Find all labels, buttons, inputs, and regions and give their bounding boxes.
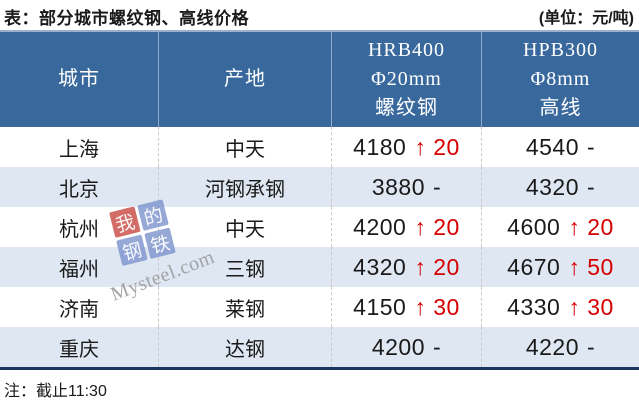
origin-cell: 河钢承钢 [158, 167, 331, 207]
price-change: - [433, 173, 442, 200]
city-cell: 北京 [59, 178, 99, 201]
rebar-price-cell: 4200 - [331, 327, 481, 367]
price-change: - [587, 133, 596, 160]
rebar-price-cell: 4150 ↑ 30 [331, 287, 481, 327]
wire-price-cell: 4670 ↑ 50 [481, 247, 639, 287]
price-change: ↑ 50 [568, 253, 614, 280]
col-header-line: 高线 [539, 97, 582, 119]
wire-price-cell: 4600 ↑ 20 [481, 207, 639, 247]
price-change: ↑ 20 [568, 213, 614, 240]
col-header-label: 城市 [58, 68, 100, 90]
price-change: ↑ 30 [568, 293, 614, 320]
col-header-wire: HPB300 Φ8mm 高线 [481, 32, 639, 127]
wire-price-cell: 4330 ↑ 30 [481, 287, 639, 327]
col-header-line: HPB300 [523, 39, 598, 61]
col-header-city: 城市 [0, 32, 158, 127]
price-value: 4150 [353, 293, 407, 320]
origin-cell: 中天 [158, 207, 331, 247]
col-header-line: Φ20mm [371, 68, 442, 90]
city-cell: 上海 [59, 138, 99, 161]
price-change: ↑ 20 [414, 213, 460, 240]
col-header-label: 产地 [224, 68, 266, 90]
wire-price-cell: 4220 - [481, 327, 639, 367]
price-change: ↑ 30 [414, 293, 460, 320]
city-cell: 重庆 [59, 338, 99, 361]
title-bar: 表：部分城市螺纹钢、高线价格 (单位：元/吨) [0, 0, 639, 30]
footer-note: 注：截止11:30 [4, 383, 107, 400]
table-row: 济南 莱钢 4150 ↑ 30 4330 ↑ 30 [0, 287, 639, 327]
unit-label: (单位：元/吨) [538, 10, 634, 27]
wire-price-cell: 4320 - [481, 167, 639, 207]
rebar-price-cell: 4320 ↑ 20 [331, 247, 481, 287]
wire-price-cell: 4540 - [481, 127, 639, 167]
table-row: 上海 中天 4180 ↑ 20 4540 - [0, 127, 639, 167]
price-value: 4670 [507, 253, 561, 280]
price-value: 4320 [525, 173, 579, 200]
price-change: - [587, 333, 596, 360]
price-change: - [433, 333, 442, 360]
table-row: 杭州 中天 4200 ↑ 20 4600 ↑ 20 [0, 207, 639, 247]
col-header-rebar: HRB400 Φ20mm 螺纹钢 [331, 32, 481, 127]
price-value: 4200 [371, 333, 425, 360]
price-change: - [587, 173, 596, 200]
city-cell: 杭州 [59, 218, 99, 241]
table-title: 表：部分城市螺纹钢、高线价格 [4, 8, 249, 28]
price-change: ↑ 20 [414, 133, 460, 160]
col-header-origin: 产地 [158, 32, 331, 127]
table-row: 福州 三钢 4320 ↑ 20 4670 ↑ 50 [0, 247, 639, 287]
city-cell: 福州 [59, 258, 99, 281]
origin-cell: 三钢 [158, 247, 331, 287]
city-cell: 济南 [59, 298, 99, 321]
price-value: 4200 [353, 213, 407, 240]
table-row: 北京 河钢承钢 3880 - 4320 - [0, 167, 639, 207]
origin-cell: 达钢 [158, 327, 331, 367]
price-value: 3880 [371, 173, 425, 200]
col-header-line: 螺纹钢 [375, 97, 438, 119]
table-body: 上海 中天 4180 ↑ 20 4540 - 北京 河钢承钢 3880 - 43… [0, 127, 639, 367]
rebar-price-cell: 3880 - [331, 167, 481, 207]
price-value: 4600 [507, 213, 561, 240]
rebar-price-cell: 4180 ↑ 20 [331, 127, 481, 167]
table-row: 重庆 达钢 4200 - 4220 - [0, 327, 639, 367]
origin-cell: 莱钢 [158, 287, 331, 327]
rebar-price-cell: 4200 ↑ 20 [331, 207, 481, 247]
price-value: 4540 [525, 133, 579, 160]
table-header-row: 城市 产地 HRB400 Φ20mm 螺纹钢 HPB300 Φ8mm 高线 [0, 30, 639, 127]
col-header-line: HRB400 [367, 39, 446, 61]
table-bottom-border [0, 367, 639, 370]
price-value: 4220 [525, 333, 579, 360]
col-header-line: Φ8mm [530, 68, 591, 90]
price-value: 4330 [507, 293, 561, 320]
origin-cell: 中天 [158, 127, 331, 167]
price-change: ↑ 20 [414, 253, 460, 280]
price-value: 4180 [353, 133, 407, 160]
price-value: 4320 [353, 253, 407, 280]
